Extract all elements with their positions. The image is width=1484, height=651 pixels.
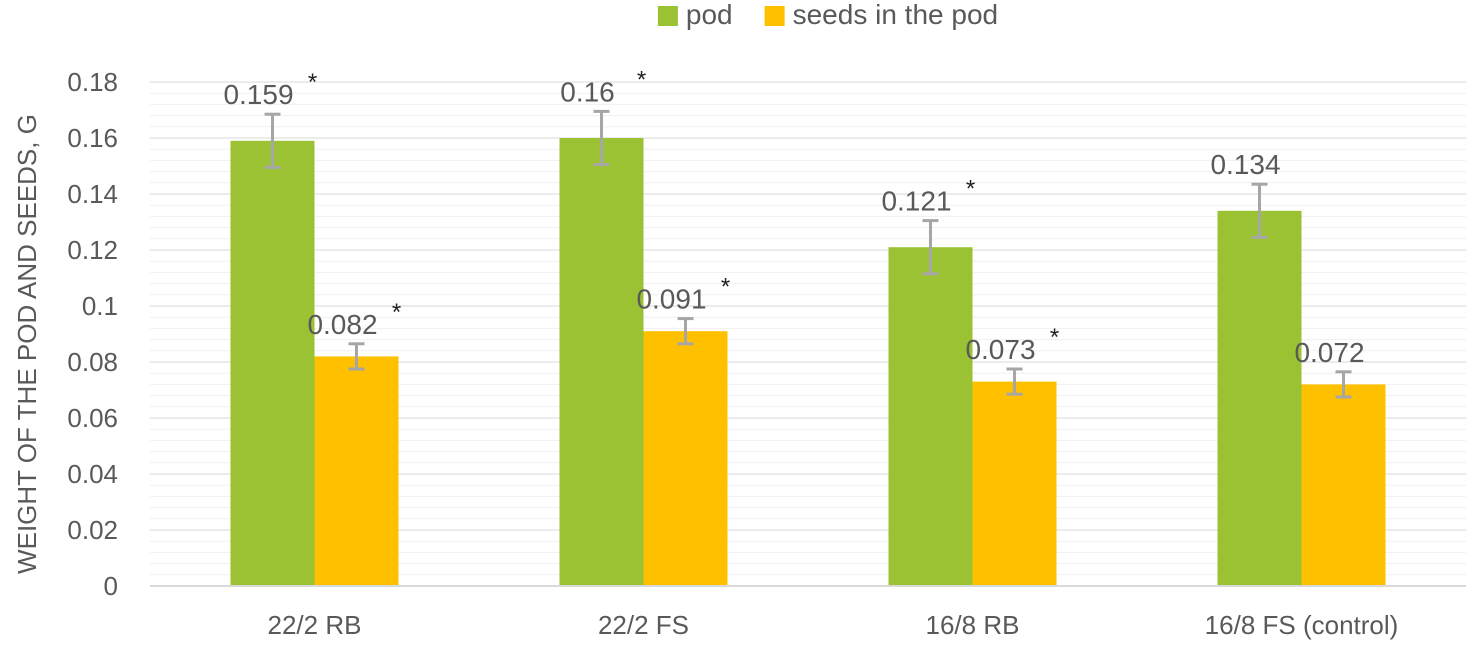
bar-pod (888, 247, 973, 586)
legend-label: pod (686, 0, 733, 30)
y-tick-label: 0.16 (67, 123, 118, 153)
bar-seeds (972, 381, 1057, 586)
data-label: 0.072 (1294, 337, 1364, 368)
x-category-label: 22/2 FS (598, 610, 689, 640)
bar-pod (230, 140, 315, 587)
x-category-label: 22/2 RB (268, 610, 362, 640)
bar-seeds (314, 356, 399, 586)
data-label: 0.091 (636, 284, 706, 315)
x-category-label: 16/8 RB (926, 610, 1020, 640)
legend-item-seeds: seeds in the pod (764, 0, 999, 30)
error-bars (264, 109, 1352, 399)
y-tick-label: 0.12 (67, 235, 118, 265)
data-label: 0.121 (881, 186, 951, 217)
y-tick-label: 0 (104, 571, 118, 601)
significance-asterisk: * (308, 69, 317, 96)
data-label: 0.073 (965, 334, 1035, 365)
data-label: 0.159 (223, 79, 293, 110)
significance-asterisk: * (637, 66, 646, 93)
y-tick-label: 0.04 (67, 459, 118, 489)
y-tick-label: 0.06 (67, 403, 118, 433)
legend: pod seeds in the pod (657, 0, 999, 30)
data-label: 0.082 (307, 309, 377, 340)
bar-pod (559, 138, 644, 586)
significance-asterisk: * (392, 299, 401, 326)
data-label: 0.134 (1210, 149, 1280, 180)
bars (230, 138, 1386, 587)
significance-asterisk: * (721, 274, 730, 301)
bar-pod (1217, 210, 1302, 587)
y-tick-label: 0.1 (82, 291, 118, 321)
significance-asterisk: * (966, 176, 975, 203)
y-tick-label: 0.14 (67, 179, 118, 209)
bar-seeds (1301, 384, 1386, 586)
x-category-label: 16/8 FS (control) (1205, 610, 1399, 640)
axes: 0 0.02 0.04 0.06 0.08 0.1 0.12 0.14 0.16 0.18 WEIG… (12, 67, 1466, 640)
bar-seeds (643, 331, 728, 586)
data-label: 0.16 (560, 76, 615, 107)
y-tick-label: 0.18 (67, 67, 118, 97)
legend-label: seeds in the pod (793, 0, 999, 30)
y-tick-label: 0.08 (67, 347, 118, 377)
legend-swatch (764, 6, 785, 26)
legend-swatch (657, 6, 678, 26)
data-labels: 0.159 * 0.082 * 0.16 * 0.091 * 0.121 * 0.073 * 0.134… (223, 66, 1364, 367)
y-tick-label: 0.02 (67, 515, 118, 545)
significance-asterisk: * (1050, 324, 1059, 351)
y-axis-title: WEIGHT OF THE POD AND SEEDS, G (12, 114, 42, 574)
legend-item-pod: pod (657, 0, 733, 30)
